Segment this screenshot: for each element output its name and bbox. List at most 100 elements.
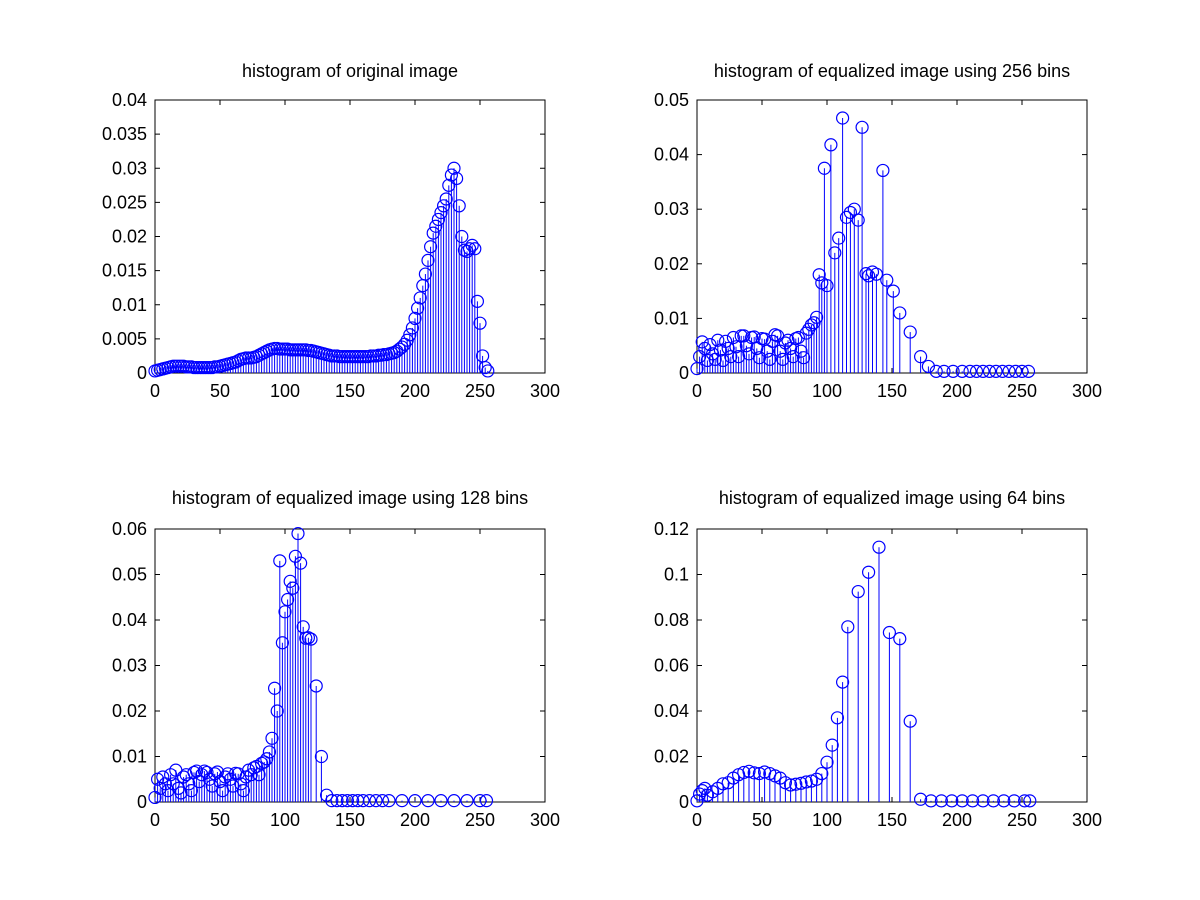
y-tick-label: 0.06 [654,656,689,676]
stem-marker [164,768,178,782]
stem-marker [851,584,865,599]
stem-series [690,111,1036,378]
stem-marker [247,761,261,775]
stem-marker [703,338,717,352]
x-tick-label: 200 [942,381,972,401]
subplot-equalized-128: histogram of equalized image using 128 b… [112,488,560,830]
stem-marker [200,765,214,780]
stem-marker [835,111,850,125]
stem-marker [421,794,435,808]
stem-marker [478,360,492,375]
stem-marker [481,364,495,378]
stem-marker [234,777,248,791]
x-tick-label: 300 [530,381,560,401]
x-tick-label: 200 [400,810,430,830]
stem-marker [783,778,798,792]
axis-ticks: 0 50 100 150 200 250 300 0 0.005 0.01 0.015 0.02 0.0… [102,90,560,401]
stem-marker [747,766,761,780]
stem-marker [314,749,328,764]
stem-marker [781,333,795,347]
stem-marker [799,775,813,789]
x-tick-label: 300 [1072,810,1102,830]
y-tick-label: 0.02 [654,254,689,274]
stem-marker [809,310,824,324]
y-tick-label: 0.04 [654,701,689,721]
subplot-title: histogram of original image [242,61,458,81]
stem-marker [721,776,735,790]
stem-marker [411,301,425,315]
stem-series [690,540,1037,808]
stem-marker [1023,794,1037,808]
stem-marker [929,364,943,378]
stem-marker [737,329,751,343]
stem-marker [335,794,349,808]
stem-marker [789,777,803,791]
stem-marker [426,226,440,240]
stem-marker [460,794,474,808]
stem-marker [934,794,949,808]
stem-marker [278,605,292,619]
axis-ticks: 0 50 100 150 200 250 300 0 0.01 0.02 0.03 0.04 0.05 [654,90,1102,401]
x-tick-label: 150 [877,810,907,830]
stem-marker [1007,794,1021,808]
stem-marker [457,243,471,257]
stem-marker [255,756,269,770]
stem-marker [447,794,461,808]
stem-marker [690,794,704,808]
stem-marker [729,340,743,354]
stem-marker [421,253,435,267]
stem-marker [382,794,396,808]
stem-marker [439,192,453,206]
stem-marker [955,364,969,378]
y-tick-label: 0.05 [112,565,147,585]
stem-marker [752,351,767,365]
y-tick-label: 0.01 [112,747,147,767]
y-tick-label: 0.01 [654,308,689,328]
y-tick-label: 0.04 [654,145,689,165]
stem-marker [262,745,276,759]
stem-marker [424,240,438,254]
stem-marker [330,794,344,808]
stem-marker [763,352,777,366]
stem-marker [820,279,834,293]
stem-marker [835,675,850,689]
stem-marker [405,321,419,335]
stem-marker [841,620,855,634]
stem-marker [776,352,790,366]
stem-marker [431,212,445,227]
stem-marker [843,205,858,220]
y-tick-label: 0.05 [654,90,689,110]
stem-marker [716,353,730,368]
stem-marker [742,764,756,778]
stem-marker [434,206,448,220]
stem-marker [174,786,188,800]
subplot-title: histogram of equalized image using 64 bi… [719,488,1065,508]
stem-marker [455,229,469,244]
stem-marker [182,777,196,791]
axis-ticks: 0 50 100 150 200 250 300 0 0.02 0.04 0.06 0.08 0.1 0.… [654,519,1102,830]
stem-marker [718,334,733,348]
stem-marker [281,592,295,607]
stem-marker [955,794,969,808]
stem-marker [213,774,227,789]
x-tick-label: 100 [270,810,300,830]
stem-marker [437,199,451,213]
x-tick-label: 150 [335,810,365,830]
x-tick-label: 150 [335,381,365,401]
x-tick-label: 50 [752,810,772,830]
y-tick-label: 0.02 [112,701,147,721]
stem-marker [413,291,427,305]
stem-marker [773,771,787,785]
stem-marker [286,581,300,595]
y-tick-label: 0.12 [654,519,689,539]
stem-marker [711,333,725,347]
stem-marker [698,781,712,795]
stem-marker [392,342,406,356]
stem-marker [880,273,894,287]
y-tick-label: 0.02 [112,227,147,247]
y-tick-label: 0.04 [112,90,147,110]
stem-marker [945,794,959,808]
stem-marker [997,794,1011,808]
